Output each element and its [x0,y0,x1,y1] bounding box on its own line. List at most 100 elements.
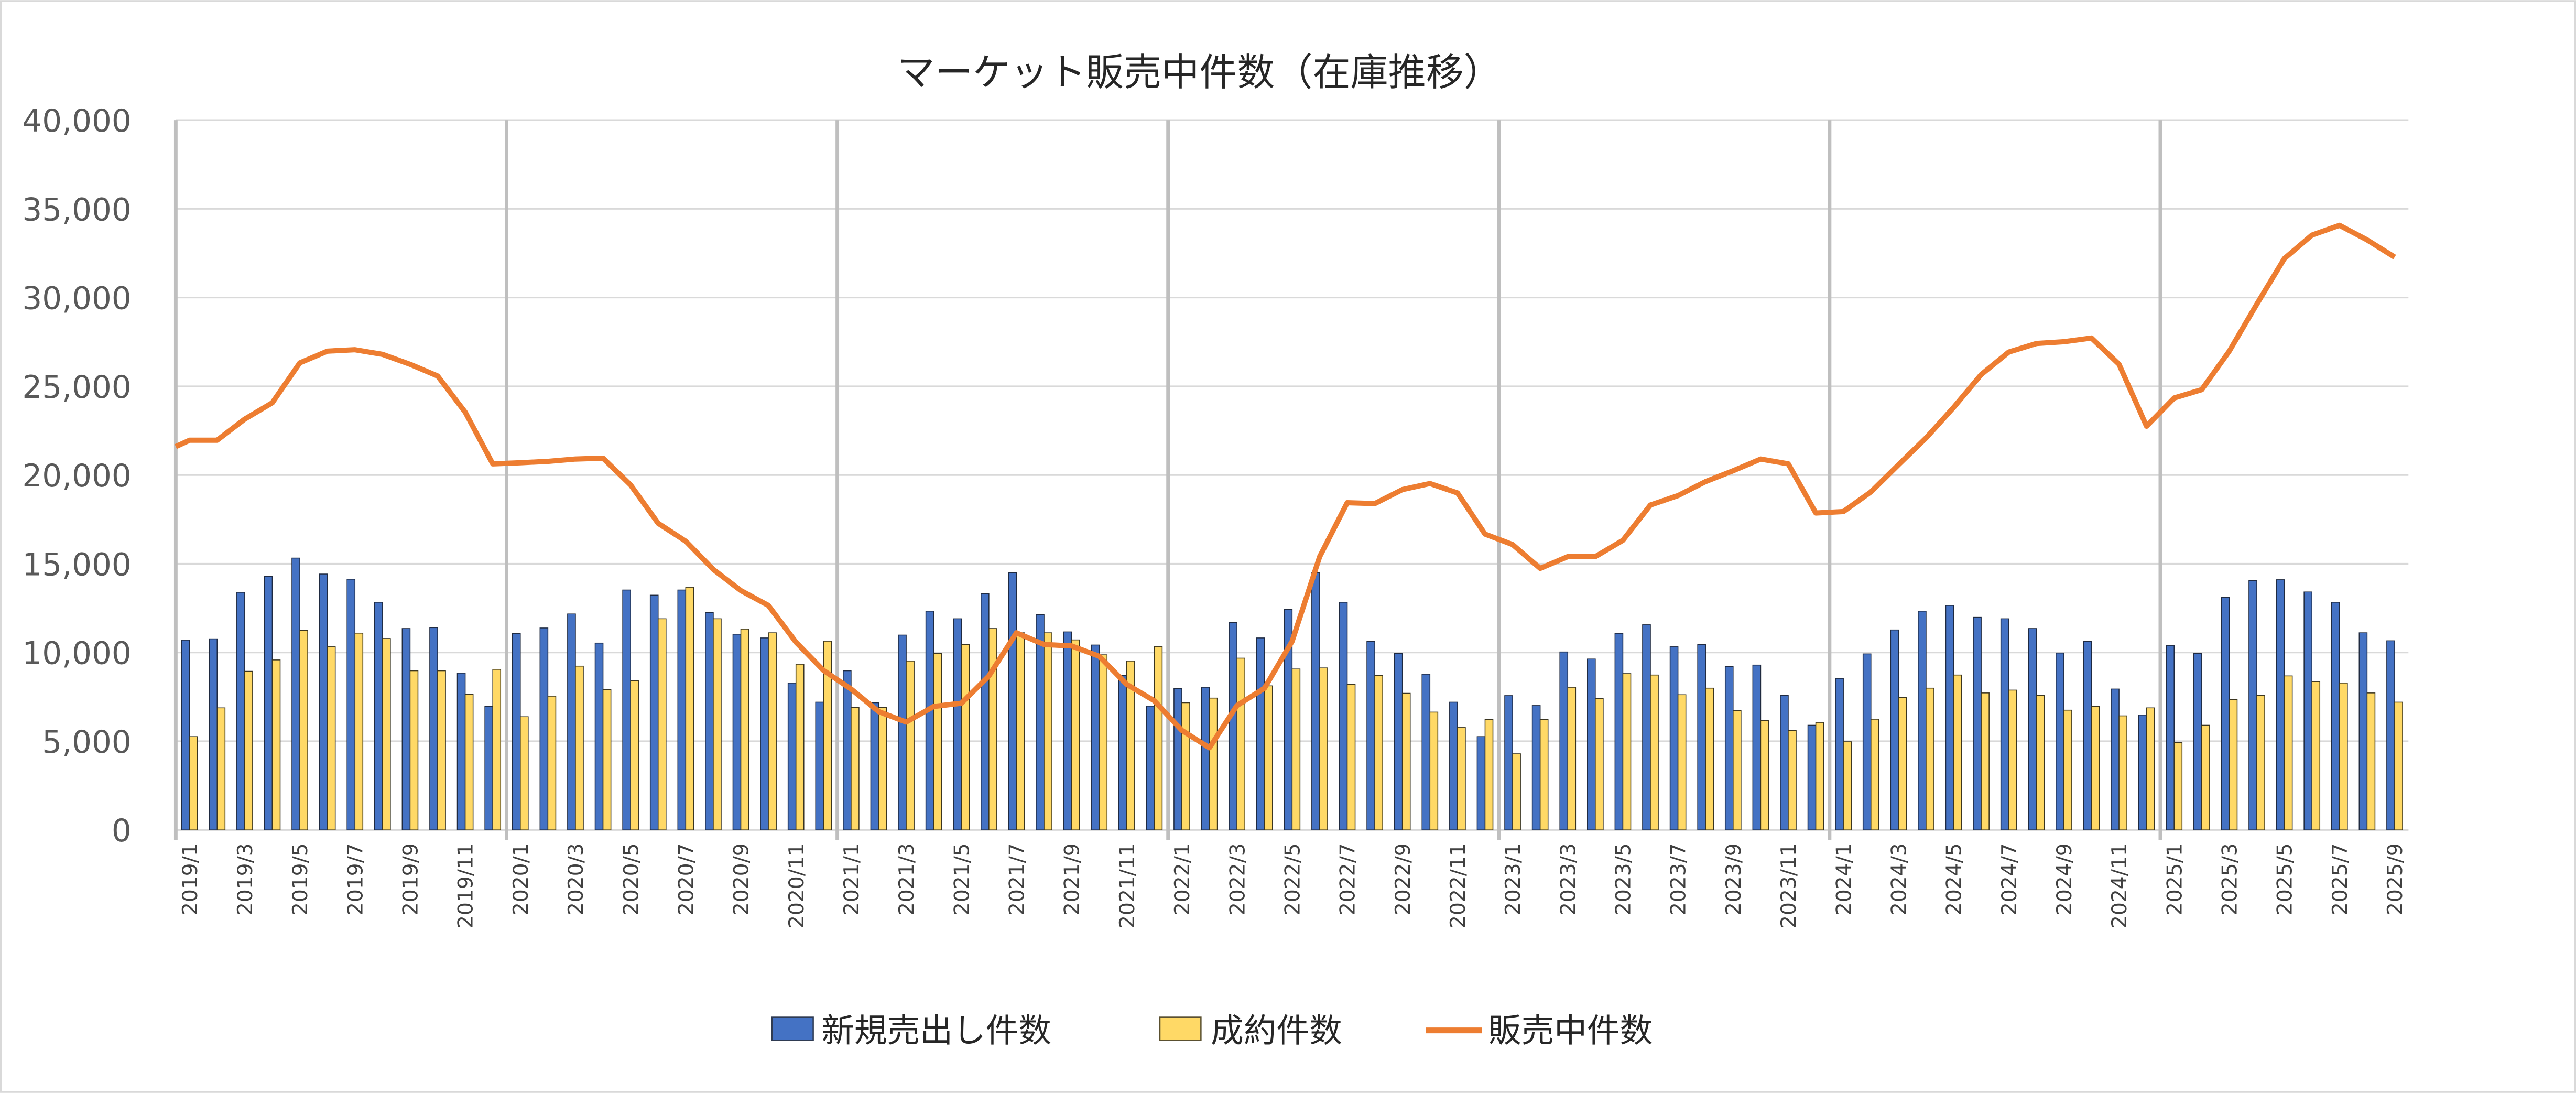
bar-contracts [547,696,557,830]
bar-contracts [1154,646,1163,830]
bar-contracts [1291,668,1301,830]
y-tick-label: 25,000 [22,370,131,406]
bar-contracts [2146,707,2155,830]
x-tick-label: 2023/11 [1777,843,1801,928]
x-tick-label: 2024/1 [1832,843,1856,915]
bar-new-listings [374,602,383,830]
bar-new-listings [1807,724,1817,830]
x-tick-label: 2019/9 [399,843,423,915]
bar-contracts [1760,720,1769,830]
bar-contracts [1071,639,1080,830]
bar-contracts [1126,661,1135,830]
bar-new-listings [1146,706,1155,830]
bar-new-listings [843,670,852,830]
y-axis-labels: 0 5,000 10,000 15,000 20,000 25,000 30,000 35,0… [22,103,131,849]
bar-contracts [1981,692,1990,830]
bar-contracts [382,638,391,830]
bar-contracts [2201,724,2210,830]
line-point-inventory [1154,700,1155,701]
bar-new-listings [2138,715,2147,830]
bar-new-listings [1339,602,1348,830]
bar-contracts [2008,689,2017,830]
line-point-inventory [1981,374,1982,375]
bar-contracts [1539,719,1549,830]
bar-contracts [2284,675,2293,830]
line-point-inventory [1705,481,1706,482]
y-tick-label: 20,000 [22,458,131,494]
bar-new-listings [181,640,190,830]
bar-contracts [327,646,336,830]
bar-new-listings [1669,646,1679,830]
bar-contracts [1815,722,1824,830]
bar-new-listings [2331,602,2340,830]
bar-new-listings [1862,653,1872,830]
bar-new-listings [401,628,411,830]
bar-new-listings [512,633,521,830]
bar-contracts [437,670,446,830]
bar-contracts [1044,632,1052,830]
x-tick-label: 2021/3 [895,843,919,915]
bar-contracts [1677,694,1687,830]
legend: 新規売出し件数 成約件数 販売中件数 [771,1012,1653,1050]
bar-contracts [1622,673,1632,830]
bar-contracts [1926,687,1934,830]
x-tick-label: 2019/3 [234,843,257,915]
bar-contracts [2229,699,2238,830]
bar-new-listings [484,706,493,830]
bar-new-listings [1091,644,1100,830]
bar-contracts [851,707,860,830]
line-point-inventory [1044,644,1045,645]
bar-new-listings [1724,666,1734,830]
bar-new-listings [925,611,934,830]
bar-contracts [1595,698,1604,830]
x-tick-label: 2019/11 [454,843,478,928]
x-tick-label: 2023/5 [1612,843,1636,915]
bar-new-listings [1311,572,1320,830]
legend-item-inventory[interactable]: 販売中件数 [1426,1012,1653,1050]
bar-new-listings [1008,572,1017,830]
x-tick-label: 2021/7 [1006,843,1029,915]
y-tick-label: 5,000 [42,724,131,761]
bar-new-listings [1366,641,1375,830]
bar-new-listings [456,673,466,830]
bar-contracts [2118,715,2127,830]
bar-new-listings [2083,641,2092,830]
bar-new-listings [236,592,245,830]
bar-contracts [1484,719,1494,830]
line-point-inventory [2339,225,2340,226]
bar-contracts [189,736,198,830]
bar-contracts [1401,692,1411,830]
bar-new-listings [953,618,962,830]
bar-contracts [1236,657,1245,830]
line-point-inventory [2146,426,2147,427]
year-separators [173,120,2162,840]
bar-new-listings [815,701,824,830]
legend-item-new-listings[interactable]: 新規売出し件数 [771,1012,1051,1050]
x-tick-label: 2023/7 [1667,843,1691,915]
bar-contracts [2036,695,2045,830]
bar-contracts [216,707,226,830]
bar-contracts [464,694,474,830]
legend-label-new-listings: 新規売出し件数 [821,1012,1051,1050]
bar-new-listings [1642,624,1651,830]
bar-contracts [1319,667,1328,830]
x-tick-label: 2025/1 [2163,843,2187,915]
bar-contracts [2394,701,2403,830]
bar-new-listings [1201,687,1210,830]
legend-item-contracts[interactable]: 成約件数 [1159,1012,1342,1050]
x-tick-label: 2024/9 [2053,843,2077,915]
bar-new-listings [1890,629,1899,830]
x-tick-label: 2020/1 [509,843,533,915]
bar-new-listings [1449,701,1458,830]
bar-contracts [740,629,749,830]
bar-new-listings [1063,631,1072,830]
bar-new-listings [1973,616,1982,830]
bar-contracts [933,653,942,830]
bar-new-listings [2166,645,2175,830]
x-tick-label: 2023/9 [1722,843,1746,915]
line-point-inventory [2036,343,2037,344]
legend-swatch-yellow [1159,1016,1202,1041]
bar-new-listings [677,589,687,830]
x-axis-labels: 2019/1 2019/3 2019/5 2019/7 2019/9 2019/11 202… [179,843,2407,928]
